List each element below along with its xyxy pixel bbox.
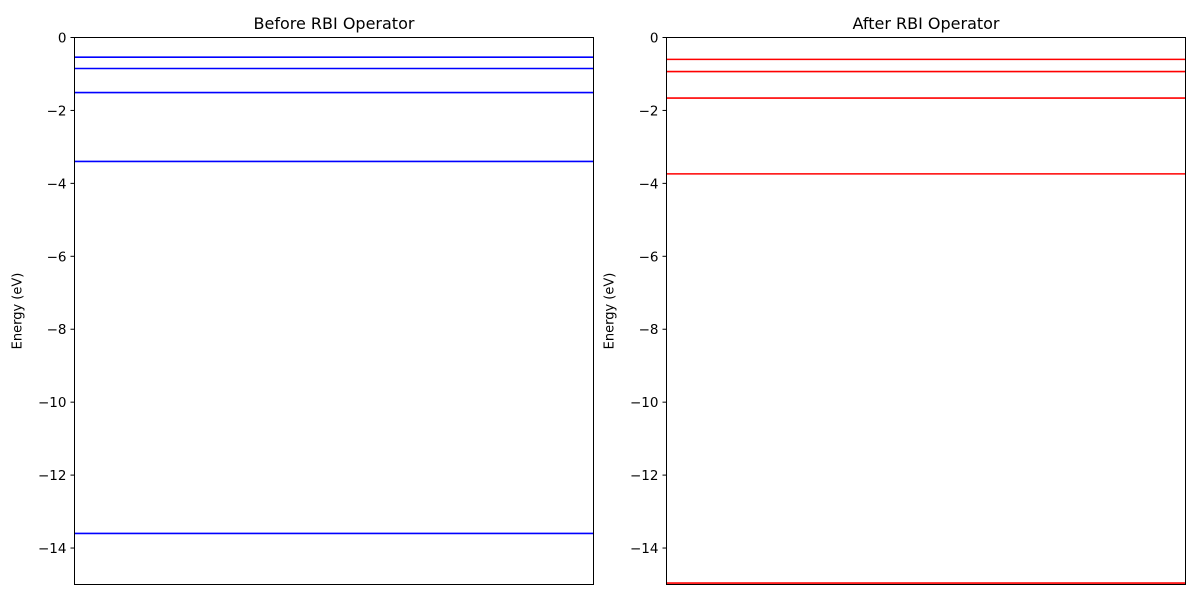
y-tick-label: −6 bbox=[639, 249, 659, 265]
energy-levels bbox=[666, 58, 1186, 584]
plot-frame bbox=[666, 37, 1186, 585]
y-tick-label: −14 bbox=[630, 541, 659, 557]
y-tick-label: 0 bbox=[650, 31, 659, 47]
y-tick-label: −8 bbox=[47, 322, 67, 338]
y-tick-label: −8 bbox=[639, 322, 659, 338]
chart-panel-after: After RBI Operator Energy (eV) 0 −2 −4 −6 −8… bbox=[603, 14, 1186, 585]
y-tick-label: −6 bbox=[47, 249, 67, 265]
y-tick-label: −12 bbox=[630, 468, 659, 484]
chart-title: After RBI Operator bbox=[852, 14, 999, 33]
y-tick-label: −4 bbox=[47, 176, 67, 192]
energy-levels bbox=[74, 56, 594, 535]
y-tick-label: −12 bbox=[38, 468, 67, 484]
plot-frame bbox=[74, 37, 594, 585]
y-axis-ticks: 0 −2 −4 −6 −8 −10 −12 −14 bbox=[38, 31, 75, 557]
y-tick-label: −4 bbox=[639, 176, 659, 192]
y-axis-label: Energy (eV) bbox=[603, 273, 618, 350]
chart-title: Before RBI Operator bbox=[254, 14, 415, 33]
chart-panel-before: Before RBI Operator Energy (eV) 0 −2 −4 −6 −… bbox=[11, 14, 594, 585]
y-axis-ticks: 0 −2 −4 −6 −8 −10 −12 −14 bbox=[630, 31, 667, 557]
y-tick-label: −2 bbox=[639, 103, 659, 119]
y-tick-label: −10 bbox=[38, 395, 67, 411]
y-tick-label: 0 bbox=[58, 31, 67, 47]
y-tick-label: −10 bbox=[630, 395, 659, 411]
y-tick-label: −14 bbox=[38, 541, 67, 557]
y-axis-label: Energy (eV) bbox=[11, 273, 26, 350]
y-tick-label: −2 bbox=[47, 103, 67, 119]
